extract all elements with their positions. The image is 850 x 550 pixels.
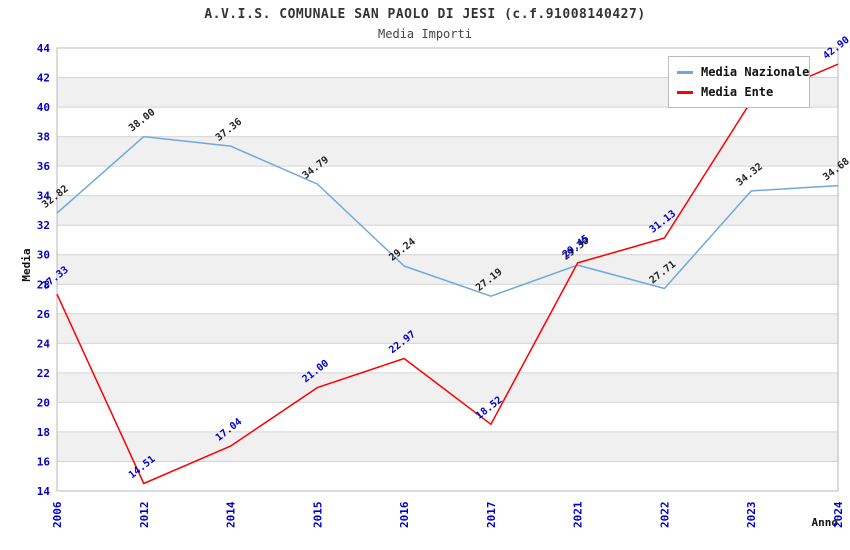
plot-band [57, 284, 838, 314]
series-line-media-nazionale [56, 135, 839, 297]
x-tick-label: 2021 [572, 501, 585, 528]
plot-band [57, 107, 838, 137]
y-tick-label: 34 [37, 190, 51, 203]
legend-label-media-nazionale: Media Nazionale [701, 65, 810, 79]
x-tick-label: 2016 [398, 501, 411, 528]
y-tick-label: 40 [37, 101, 50, 114]
legend-item-media-ente: Media Ente [677, 82, 801, 102]
y-tick-label: 24 [37, 337, 51, 350]
x-tick-label: 2015 [311, 502, 324, 529]
x-tick-label: 2022 [658, 502, 671, 529]
y-tick-label: 18 [37, 426, 50, 439]
media-nazionale-line-swatch [677, 70, 693, 74]
y-tick-label: 20 [37, 396, 50, 409]
y-tick-label: 26 [37, 308, 51, 321]
y-tick-label: 30 [37, 249, 50, 262]
chart-title: A.V.I.S. COMUNALE SAN PAOLO DI JESI (c.f… [204, 7, 646, 22]
legend: Media Nazionale Media Ente [668, 56, 810, 108]
chart-subtitle: Media Importi [378, 27, 472, 41]
plot-band [57, 313, 838, 344]
plot-band [57, 195, 838, 226]
plot-band [57, 402, 838, 432]
x-tick-label: 2023 [745, 502, 758, 529]
plot-band [57, 254, 838, 285]
plot-band [57, 136, 838, 167]
y-tick-label: 14 [37, 485, 51, 498]
legend-label-media-ente: Media Ente [701, 85, 774, 99]
series-line-media-ente [56, 63, 839, 485]
y-tick-label: 36 [37, 160, 51, 173]
plot-band [57, 461, 838, 491]
media-ente-line-swatch [677, 90, 693, 94]
y-tick-label: 16 [37, 455, 51, 468]
plot-band [57, 225, 838, 255]
y-tick-label: 22 [37, 367, 50, 380]
x-tick-label: 2017 [485, 502, 498, 529]
x-tick-label: 2024 [832, 501, 845, 528]
legend-item-media-nazionale: Media Nazionale [677, 62, 809, 82]
x-tick-label: 2006 [51, 501, 64, 528]
plot-border [56, 47, 839, 492]
x-axis-title: Anno [811, 516, 839, 529]
x-tick-label: 2012 [138, 502, 151, 529]
y-tick-label: 28 [37, 278, 50, 291]
plot-band [57, 166, 838, 196]
y-tick-label: 38 [37, 131, 50, 144]
y-tick-label: 32 [37, 219, 50, 232]
plot-band [57, 372, 838, 403]
y-tick-label: 42 [37, 72, 50, 85]
plot-band [57, 431, 838, 462]
y-tick-label: 44 [37, 42, 51, 55]
plot-band [57, 343, 838, 373]
x-tick-label: 2014 [225, 501, 238, 528]
